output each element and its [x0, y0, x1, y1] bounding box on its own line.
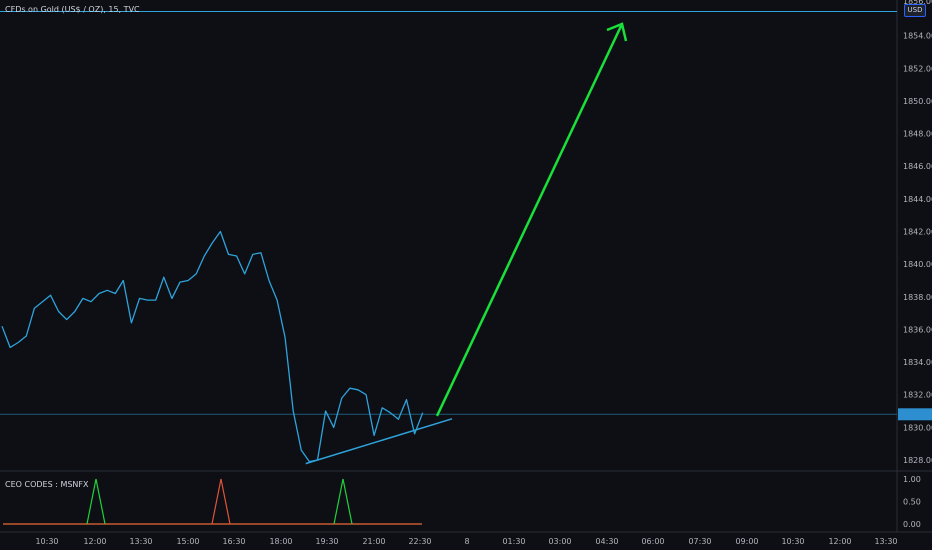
price-tick-label: 1850.00	[903, 97, 932, 106]
price-tick-label: 1836.00	[903, 325, 932, 334]
price-tick-label: 1856.00	[903, 0, 932, 6]
time-tick-label: 21:00	[362, 537, 385, 546]
indicator-spike	[333, 478, 353, 525]
indicator-tick-label: 0.50	[903, 498, 921, 507]
price-tick-label: 1838.00	[903, 293, 932, 302]
price-tick-label: 1854.00	[903, 32, 932, 41]
time-tick-label: 04:30	[595, 537, 618, 546]
price-tick-label: 1852.00	[903, 64, 932, 73]
support-trendline[interactable]	[305, 418, 453, 465]
time-tick-label: 06:00	[641, 537, 664, 546]
indicator-spike	[86, 478, 106, 525]
indicator-tick-label: 0.00	[903, 520, 921, 529]
time-tick-label: 18:00	[269, 537, 292, 546]
price-tick-label: 1832.00	[903, 391, 932, 400]
projection-arrow-shaft[interactable]	[435, 23, 624, 417]
time-tick-label: 03:00	[548, 537, 571, 546]
time-tick-label: 13:30	[874, 537, 897, 546]
price-tick-label: 1840.00	[903, 260, 932, 269]
time-tick-label: 09:00	[735, 537, 758, 546]
time-tick-label: 22:30	[408, 537, 431, 546]
projection-arrow-head[interactable]	[606, 22, 628, 42]
time-tick-label: 07:30	[688, 537, 711, 546]
time-tick-label: 16:30	[222, 537, 245, 546]
time-tick-label: 15:00	[176, 537, 199, 546]
price-tick-label: 1846.00	[903, 162, 932, 171]
last-price-badge	[898, 408, 932, 421]
indicator-tick-label: 1.00	[903, 475, 921, 484]
time-tick-label: 8	[464, 537, 469, 546]
price-tick-label: 1844.00	[903, 195, 932, 204]
price-tick-label: 1848.00	[903, 130, 932, 139]
chart-title: CFDs on Gold (US$ / OZ), 15, TVC	[5, 5, 140, 14]
time-tick-label: 10:30	[35, 537, 58, 546]
time-tick-label: 12:00	[83, 537, 106, 546]
indicator-spike	[211, 478, 231, 525]
indicator-title: CEO CODES : MSNFX	[5, 480, 89, 489]
price-tick-label: 1834.00	[903, 358, 932, 367]
price-tick-label: 1828.00	[903, 456, 932, 465]
time-tick-label: 19:30	[315, 537, 338, 546]
time-tick-label: 10:30	[781, 537, 804, 546]
currency-badge[interactable]: USD	[904, 4, 926, 17]
time-tick-label: 12:00	[828, 537, 851, 546]
time-tick-label: 13:30	[129, 537, 152, 546]
time-tick-label: 01:30	[502, 537, 525, 546]
price-tick-label: 1830.00	[903, 423, 932, 432]
price-tick-label: 1842.00	[903, 228, 932, 237]
price-series-line	[1, 230, 424, 463]
